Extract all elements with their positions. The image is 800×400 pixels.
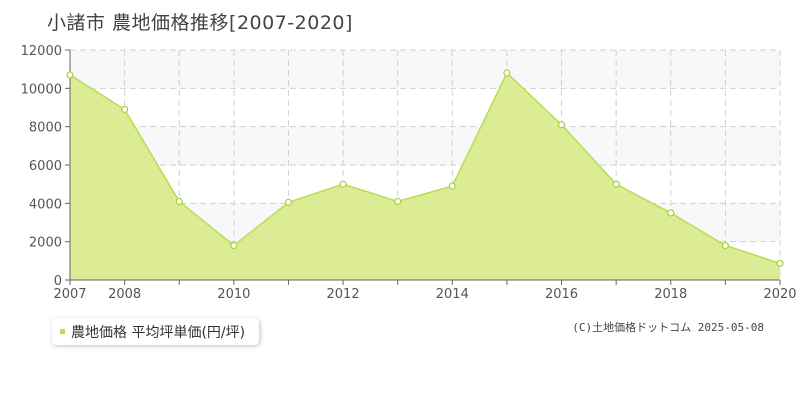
- x-tick-label: 2018: [654, 287, 687, 302]
- data-point: [121, 105, 129, 114]
- legend: 農地価格 平均坪単価(円/坪): [52, 318, 260, 345]
- legend-label: 農地価格 平均坪単価(円/坪): [71, 324, 246, 341]
- y-tick-label: 8000: [29, 121, 62, 136]
- x-tick-label: 2020: [763, 287, 796, 302]
- data-point: [394, 197, 402, 206]
- y-tick-label: 6000: [29, 159, 62, 174]
- x-tick-label: 2016: [545, 287, 578, 302]
- y-tick-label: 4000: [29, 197, 62, 212]
- plot-band: [70, 126, 780, 165]
- data-point: [721, 241, 729, 250]
- data-point: [339, 180, 347, 188]
- x-tick-label: 2014: [436, 287, 469, 302]
- data-point: [776, 259, 784, 267]
- y-tick-label: 12000: [21, 44, 62, 59]
- area-series-fill: [70, 73, 780, 280]
- credit-text: (C)土地価格ドットコム 2025-05-08: [572, 321, 764, 334]
- data-point: [612, 180, 620, 188]
- data-point: [66, 71, 74, 79]
- x-tick-label: 2012: [327, 287, 360, 302]
- data-point: [667, 209, 675, 217]
- data-point: [230, 241, 238, 250]
- data-point: [175, 197, 183, 206]
- plot-band: [70, 50, 780, 89]
- data-point: [503, 69, 511, 77]
- data-point: [284, 198, 293, 206]
- legend-swatch-icon: [60, 329, 65, 334]
- chart-title: 小諸市 農地価格推移[2007-2020]: [47, 12, 353, 34]
- data-point: [557, 121, 566, 129]
- y-tick-label: 0: [54, 274, 62, 289]
- area-series-line: [69, 71, 781, 265]
- x-tick-label: 2007: [53, 287, 86, 302]
- y-tick-label: 2000: [29, 236, 62, 251]
- x-tick-label: 2008: [108, 287, 141, 302]
- data-point: [448, 182, 456, 190]
- x-tick-label: 2010: [217, 287, 250, 302]
- y-tick-label: 10000: [21, 82, 62, 97]
